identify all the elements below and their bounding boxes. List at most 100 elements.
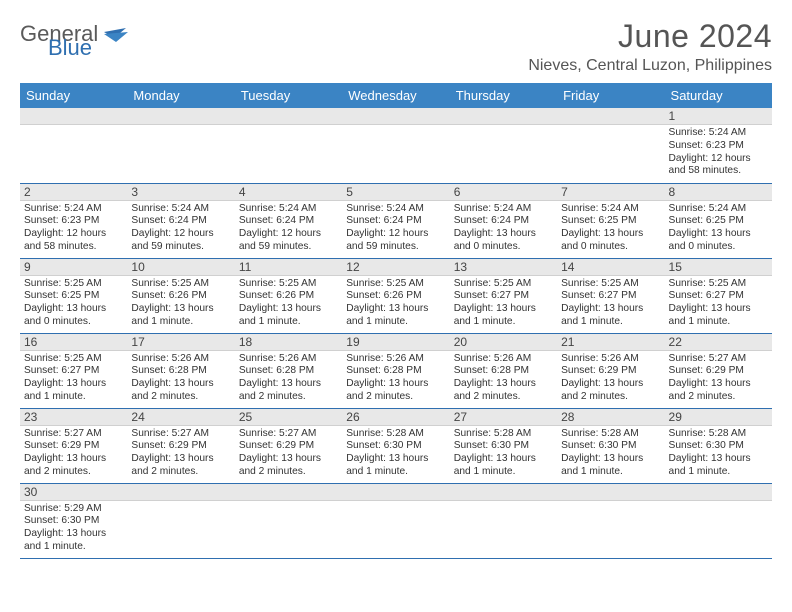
logo: General Blue bbox=[20, 24, 130, 58]
day-number: 7 bbox=[557, 184, 664, 201]
day-cell: 24Sunrise: 5:27 AMSunset: 6:29 PMDayligh… bbox=[127, 408, 234, 483]
day-details: Sunrise: 5:24 AMSunset: 6:23 PMDaylight:… bbox=[665, 125, 772, 180]
day-details: Sunrise: 5:26 AMSunset: 6:28 PMDaylight:… bbox=[342, 351, 449, 406]
day-details: Sunrise: 5:25 AMSunset: 6:26 PMDaylight:… bbox=[127, 276, 234, 331]
day-cell: 30Sunrise: 5:29 AMSunset: 6:30 PMDayligh… bbox=[20, 483, 127, 558]
empty-cell bbox=[20, 108, 127, 183]
day-number: 18 bbox=[235, 334, 342, 351]
day-details: Sunrise: 5:25 AMSunset: 6:27 PMDaylight:… bbox=[20, 351, 127, 406]
day-number: 1 bbox=[665, 108, 772, 125]
day-details: Sunrise: 5:27 AMSunset: 6:29 PMDaylight:… bbox=[20, 426, 127, 481]
calendar-row: 30Sunrise: 5:29 AMSunset: 6:30 PMDayligh… bbox=[20, 483, 772, 558]
day-number: 13 bbox=[450, 259, 557, 276]
day-cell: 18Sunrise: 5:26 AMSunset: 6:28 PMDayligh… bbox=[235, 333, 342, 408]
day-cell: 7Sunrise: 5:24 AMSunset: 6:25 PMDaylight… bbox=[557, 183, 664, 258]
day-cell: 13Sunrise: 5:25 AMSunset: 6:27 PMDayligh… bbox=[450, 258, 557, 333]
day-cell: 6Sunrise: 5:24 AMSunset: 6:24 PMDaylight… bbox=[450, 183, 557, 258]
day-number: 20 bbox=[450, 334, 557, 351]
day-cell: 12Sunrise: 5:25 AMSunset: 6:26 PMDayligh… bbox=[342, 258, 449, 333]
day-details: Sunrise: 5:28 AMSunset: 6:30 PMDaylight:… bbox=[450, 426, 557, 481]
day-number: 28 bbox=[557, 409, 664, 426]
day-details: Sunrise: 5:26 AMSunset: 6:28 PMDaylight:… bbox=[235, 351, 342, 406]
empty-cell bbox=[557, 108, 664, 183]
weekday-header: Monday bbox=[127, 83, 234, 108]
day-details: Sunrise: 5:26 AMSunset: 6:28 PMDaylight:… bbox=[127, 351, 234, 406]
day-cell: 28Sunrise: 5:28 AMSunset: 6:30 PMDayligh… bbox=[557, 408, 664, 483]
day-number: 2 bbox=[20, 184, 127, 201]
weekday-header: Sunday bbox=[20, 83, 127, 108]
day-number: 5 bbox=[342, 184, 449, 201]
day-details: Sunrise: 5:27 AMSunset: 6:29 PMDaylight:… bbox=[127, 426, 234, 481]
day-details: Sunrise: 5:24 AMSunset: 6:24 PMDaylight:… bbox=[235, 201, 342, 256]
logo-text-blue: Blue bbox=[48, 38, 98, 58]
day-number: 29 bbox=[665, 409, 772, 426]
day-cell: 15Sunrise: 5:25 AMSunset: 6:27 PMDayligh… bbox=[665, 258, 772, 333]
calendar-row: 23Sunrise: 5:27 AMSunset: 6:29 PMDayligh… bbox=[20, 408, 772, 483]
header: General Blue June 2024 Nieves, Central L… bbox=[20, 18, 772, 75]
empty-cell bbox=[127, 483, 234, 558]
empty-cell bbox=[127, 108, 234, 183]
month-title: June 2024 bbox=[528, 18, 772, 55]
weekday-header: Tuesday bbox=[235, 83, 342, 108]
day-cell: 19Sunrise: 5:26 AMSunset: 6:28 PMDayligh… bbox=[342, 333, 449, 408]
day-details: Sunrise: 5:28 AMSunset: 6:30 PMDaylight:… bbox=[342, 426, 449, 481]
day-details: Sunrise: 5:24 AMSunset: 6:24 PMDaylight:… bbox=[450, 201, 557, 256]
day-cell: 21Sunrise: 5:26 AMSunset: 6:29 PMDayligh… bbox=[557, 333, 664, 408]
empty-cell bbox=[342, 483, 449, 558]
day-number: 19 bbox=[342, 334, 449, 351]
day-cell: 9Sunrise: 5:25 AMSunset: 6:25 PMDaylight… bbox=[20, 258, 127, 333]
day-cell: 8Sunrise: 5:24 AMSunset: 6:25 PMDaylight… bbox=[665, 183, 772, 258]
calendar-row: 16Sunrise: 5:25 AMSunset: 6:27 PMDayligh… bbox=[20, 333, 772, 408]
day-cell: 14Sunrise: 5:25 AMSunset: 6:27 PMDayligh… bbox=[557, 258, 664, 333]
day-details: Sunrise: 5:27 AMSunset: 6:29 PMDaylight:… bbox=[235, 426, 342, 481]
day-number: 25 bbox=[235, 409, 342, 426]
day-number: 21 bbox=[557, 334, 664, 351]
day-details: Sunrise: 5:25 AMSunset: 6:26 PMDaylight:… bbox=[342, 276, 449, 331]
day-number: 26 bbox=[342, 409, 449, 426]
day-number: 22 bbox=[665, 334, 772, 351]
empty-cell bbox=[235, 108, 342, 183]
day-cell: 29Sunrise: 5:28 AMSunset: 6:30 PMDayligh… bbox=[665, 408, 772, 483]
day-cell: 10Sunrise: 5:25 AMSunset: 6:26 PMDayligh… bbox=[127, 258, 234, 333]
empty-cell bbox=[342, 108, 449, 183]
day-cell: 11Sunrise: 5:25 AMSunset: 6:26 PMDayligh… bbox=[235, 258, 342, 333]
empty-cell bbox=[450, 108, 557, 183]
weekday-header-row: SundayMondayTuesdayWednesdayThursdayFrid… bbox=[20, 83, 772, 108]
day-cell: 23Sunrise: 5:27 AMSunset: 6:29 PMDayligh… bbox=[20, 408, 127, 483]
title-block: June 2024 Nieves, Central Luzon, Philipp… bbox=[528, 18, 772, 75]
empty-cell bbox=[450, 483, 557, 558]
day-details: Sunrise: 5:27 AMSunset: 6:29 PMDaylight:… bbox=[665, 351, 772, 406]
day-number: 11 bbox=[235, 259, 342, 276]
day-cell: 4Sunrise: 5:24 AMSunset: 6:24 PMDaylight… bbox=[235, 183, 342, 258]
day-cell: 1Sunrise: 5:24 AMSunset: 6:23 PMDaylight… bbox=[665, 108, 772, 183]
calendar-table: SundayMondayTuesdayWednesdayThursdayFrid… bbox=[20, 83, 772, 559]
day-details: Sunrise: 5:25 AMSunset: 6:27 PMDaylight:… bbox=[450, 276, 557, 331]
day-number: 12 bbox=[342, 259, 449, 276]
weekday-header: Friday bbox=[557, 83, 664, 108]
day-number: 16 bbox=[20, 334, 127, 351]
day-number: 27 bbox=[450, 409, 557, 426]
weekday-header: Wednesday bbox=[342, 83, 449, 108]
weekday-header: Saturday bbox=[665, 83, 772, 108]
day-number: 24 bbox=[127, 409, 234, 426]
day-details: Sunrise: 5:24 AMSunset: 6:25 PMDaylight:… bbox=[557, 201, 664, 256]
day-number: 17 bbox=[127, 334, 234, 351]
day-number: 6 bbox=[450, 184, 557, 201]
day-details: Sunrise: 5:28 AMSunset: 6:30 PMDaylight:… bbox=[665, 426, 772, 481]
day-cell: 2Sunrise: 5:24 AMSunset: 6:23 PMDaylight… bbox=[20, 183, 127, 258]
day-cell: 17Sunrise: 5:26 AMSunset: 6:28 PMDayligh… bbox=[127, 333, 234, 408]
day-details: Sunrise: 5:24 AMSunset: 6:23 PMDaylight:… bbox=[20, 201, 127, 256]
day-number: 23 bbox=[20, 409, 127, 426]
empty-cell bbox=[557, 483, 664, 558]
day-cell: 27Sunrise: 5:28 AMSunset: 6:30 PMDayligh… bbox=[450, 408, 557, 483]
day-details: Sunrise: 5:24 AMSunset: 6:24 PMDaylight:… bbox=[342, 201, 449, 256]
day-details: Sunrise: 5:25 AMSunset: 6:27 PMDaylight:… bbox=[665, 276, 772, 331]
day-details: Sunrise: 5:28 AMSunset: 6:30 PMDaylight:… bbox=[557, 426, 664, 481]
day-details: Sunrise: 5:25 AMSunset: 6:25 PMDaylight:… bbox=[20, 276, 127, 331]
location: Nieves, Central Luzon, Philippines bbox=[528, 57, 772, 75]
day-cell: 16Sunrise: 5:25 AMSunset: 6:27 PMDayligh… bbox=[20, 333, 127, 408]
day-number: 30 bbox=[20, 484, 127, 501]
day-cell: 22Sunrise: 5:27 AMSunset: 6:29 PMDayligh… bbox=[665, 333, 772, 408]
day-details: Sunrise: 5:26 AMSunset: 6:29 PMDaylight:… bbox=[557, 351, 664, 406]
day-details: Sunrise: 5:24 AMSunset: 6:24 PMDaylight:… bbox=[127, 201, 234, 256]
